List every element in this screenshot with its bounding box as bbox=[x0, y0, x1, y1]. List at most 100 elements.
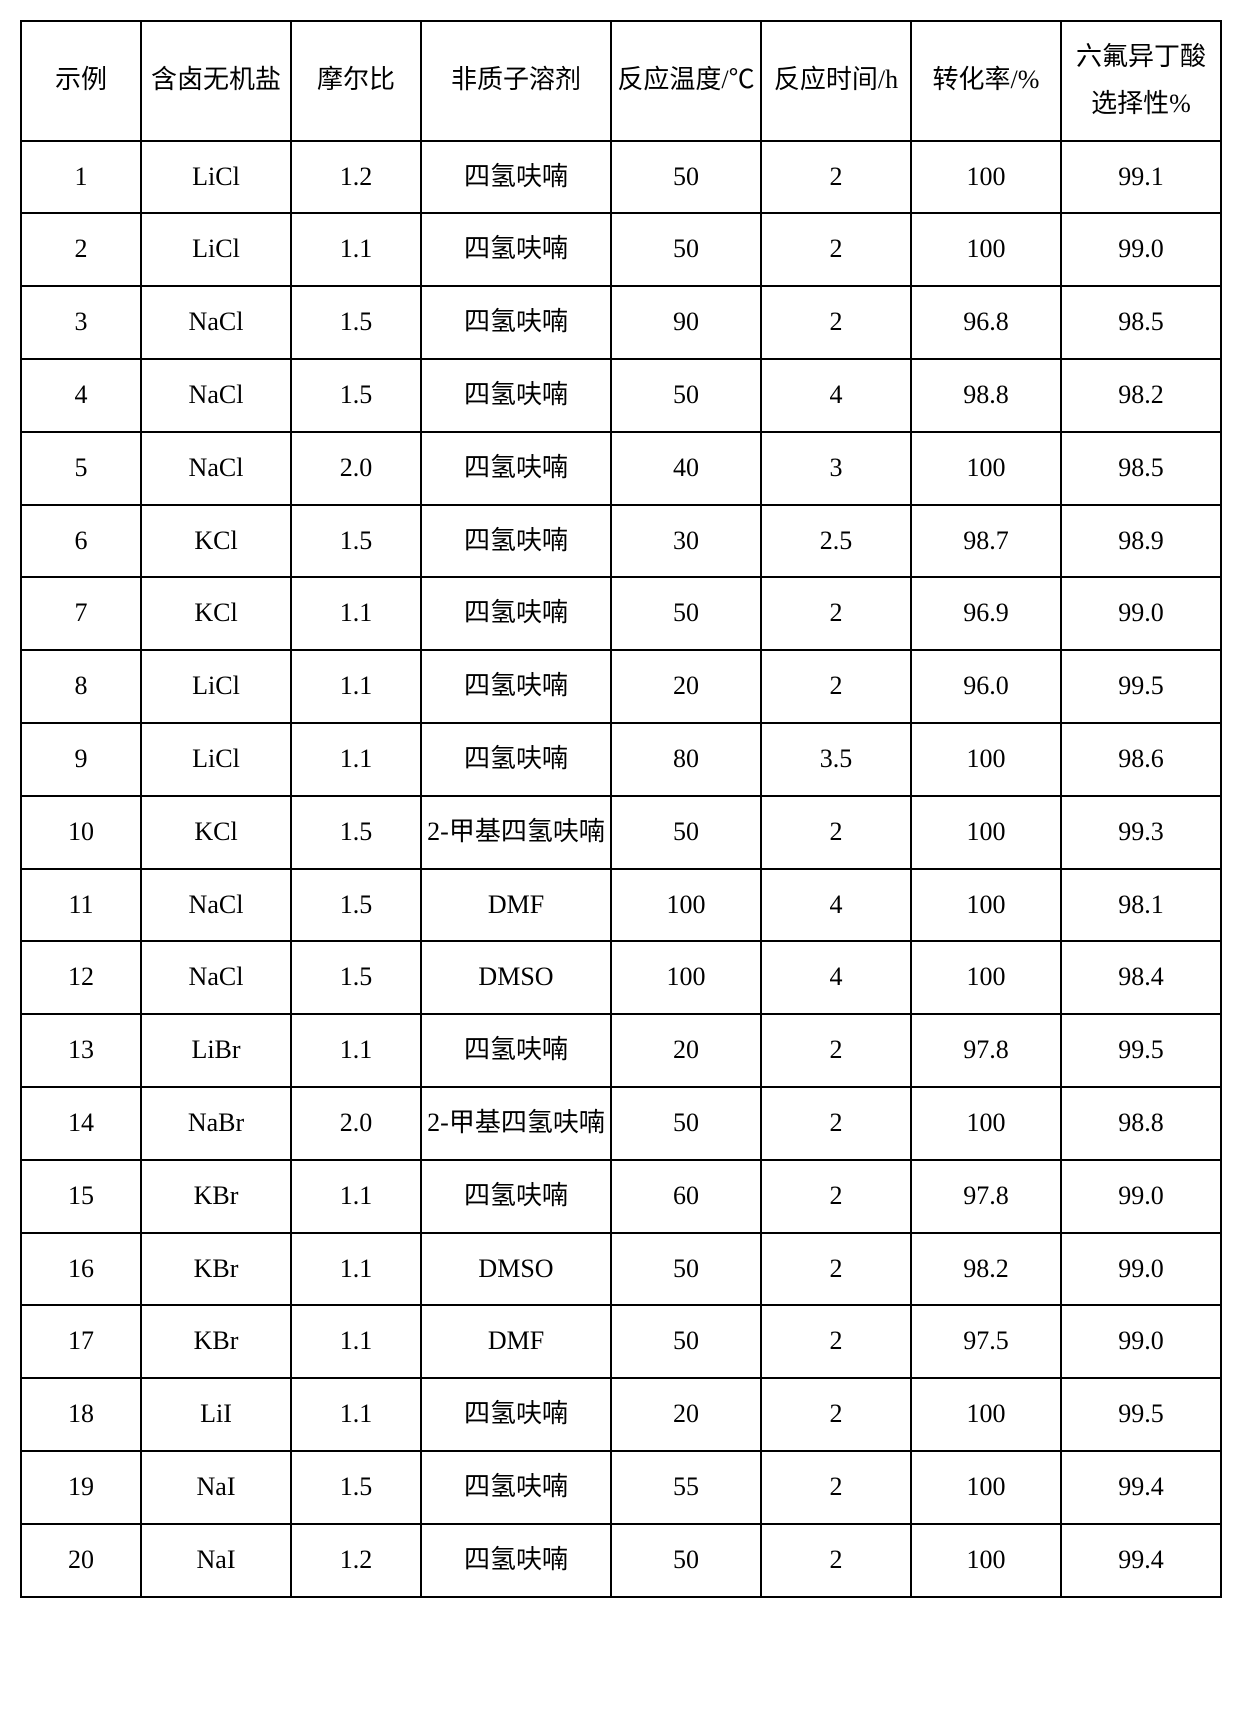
table-cell: 四氢呋喃 bbox=[421, 141, 611, 214]
table-cell: LiCl bbox=[141, 650, 291, 723]
table-cell: 1.5 bbox=[291, 359, 421, 432]
table-cell: LiI bbox=[141, 1378, 291, 1451]
table-row: 8LiCl1.1四氢呋喃20296.099.5 bbox=[21, 650, 1221, 723]
table-cell: 1.1 bbox=[291, 723, 421, 796]
table-cell: 1.5 bbox=[291, 286, 421, 359]
table-cell: 1.1 bbox=[291, 1160, 421, 1233]
table-cell: KCl bbox=[141, 796, 291, 869]
table-cell: 99.3 bbox=[1061, 796, 1221, 869]
table-cell: 100 bbox=[911, 432, 1061, 505]
table-head: 示例 含卤无机盐 摩尔比 非质子溶剂 反应温度/℃ 反应时间/h 转化率/% 六… bbox=[21, 21, 1221, 141]
table-cell: 2 bbox=[761, 141, 911, 214]
table-row: 11NaCl1.5DMF100410098.1 bbox=[21, 869, 1221, 942]
table-row: 9LiCl1.1四氢呋喃803.510098.6 bbox=[21, 723, 1221, 796]
table-cell: 100 bbox=[911, 1378, 1061, 1451]
table-cell: 1.5 bbox=[291, 796, 421, 869]
table-cell: 17 bbox=[21, 1305, 141, 1378]
table-cell: 2 bbox=[761, 1014, 911, 1087]
table-cell: 2 bbox=[761, 650, 911, 723]
table-cell: NaI bbox=[141, 1524, 291, 1597]
table-cell: 20 bbox=[611, 650, 761, 723]
table-cell: NaCl bbox=[141, 359, 291, 432]
table-cell: 98.8 bbox=[911, 359, 1061, 432]
table-cell: 四氢呋喃 bbox=[421, 359, 611, 432]
table-cell: 99.0 bbox=[1061, 213, 1221, 286]
table-cell: 18 bbox=[21, 1378, 141, 1451]
table-cell: 四氢呋喃 bbox=[421, 577, 611, 650]
table-cell: NaCl bbox=[141, 286, 291, 359]
table-cell: 2 bbox=[761, 286, 911, 359]
table-cell: 4 bbox=[21, 359, 141, 432]
table-cell: 5 bbox=[21, 432, 141, 505]
table-cell: 2 bbox=[761, 1451, 911, 1524]
table-cell: 2 bbox=[761, 1524, 911, 1597]
table-row: 14NaBr2.02-甲基四氢呋喃50210098.8 bbox=[21, 1087, 1221, 1160]
table-cell: 99.5 bbox=[1061, 1378, 1221, 1451]
table-cell: 2 bbox=[761, 577, 911, 650]
table-cell: 10 bbox=[21, 796, 141, 869]
table-cell: 四氢呋喃 bbox=[421, 432, 611, 505]
table-cell: 55 bbox=[611, 1451, 761, 1524]
table-cell: 1 bbox=[21, 141, 141, 214]
table-cell: 2.0 bbox=[291, 1087, 421, 1160]
header-salt: 含卤无机盐 bbox=[141, 21, 291, 141]
table-cell: 99.0 bbox=[1061, 1160, 1221, 1233]
table-cell: 2-甲基四氢呋喃 bbox=[421, 796, 611, 869]
table-cell: 50 bbox=[611, 141, 761, 214]
table-row: 19NaI1.5四氢呋喃55210099.4 bbox=[21, 1451, 1221, 1524]
table-row: 4NaCl1.5四氢呋喃50498.898.2 bbox=[21, 359, 1221, 432]
table-row: 16KBr1.1DMSO50298.299.0 bbox=[21, 1233, 1221, 1306]
table-cell: 100 bbox=[911, 1087, 1061, 1160]
table-cell: 19 bbox=[21, 1451, 141, 1524]
table-cell: 2 bbox=[761, 1233, 911, 1306]
table-cell: 2 bbox=[761, 1087, 911, 1160]
table-cell: KCl bbox=[141, 505, 291, 578]
table-cell: 四氢呋喃 bbox=[421, 1160, 611, 1233]
table-cell: NaBr bbox=[141, 1087, 291, 1160]
table-cell: 3 bbox=[761, 432, 911, 505]
table-cell: 100 bbox=[911, 796, 1061, 869]
table-cell: 50 bbox=[611, 796, 761, 869]
table-cell: LiBr bbox=[141, 1014, 291, 1087]
table-cell: 四氢呋喃 bbox=[421, 286, 611, 359]
table-cell: 97.8 bbox=[911, 1160, 1061, 1233]
table-cell: 7 bbox=[21, 577, 141, 650]
header-row: 示例 含卤无机盐 摩尔比 非质子溶剂 反应温度/℃ 反应时间/h 转化率/% 六… bbox=[21, 21, 1221, 141]
table-cell: 2 bbox=[21, 213, 141, 286]
table-cell: 100 bbox=[911, 723, 1061, 796]
table-cell: 100 bbox=[911, 941, 1061, 1014]
table-cell: 2 bbox=[761, 213, 911, 286]
table-cell: 1.1 bbox=[291, 213, 421, 286]
table-cell: 98.1 bbox=[1061, 869, 1221, 942]
table-cell: 30 bbox=[611, 505, 761, 578]
table-cell: 2-甲基四氢呋喃 bbox=[421, 1087, 611, 1160]
table-cell: 8 bbox=[21, 650, 141, 723]
table-cell: 97.8 bbox=[911, 1014, 1061, 1087]
table-cell: 98.5 bbox=[1061, 432, 1221, 505]
table-cell: 2 bbox=[761, 1160, 911, 1233]
table-cell: 四氢呋喃 bbox=[421, 1451, 611, 1524]
table-cell: 6 bbox=[21, 505, 141, 578]
table-cell: 90 bbox=[611, 286, 761, 359]
table-row: 12NaCl1.5DMSO100410098.4 bbox=[21, 941, 1221, 1014]
table-cell: 四氢呋喃 bbox=[421, 505, 611, 578]
table-row: 3NaCl1.5四氢呋喃90296.898.5 bbox=[21, 286, 1221, 359]
table-cell: 98.7 bbox=[911, 505, 1061, 578]
table-cell: 96.0 bbox=[911, 650, 1061, 723]
table-cell: 12 bbox=[21, 941, 141, 1014]
table-cell: 1.1 bbox=[291, 1305, 421, 1378]
table-cell: NaCl bbox=[141, 941, 291, 1014]
table-cell: 98.4 bbox=[1061, 941, 1221, 1014]
table-cell: 四氢呋喃 bbox=[421, 1378, 611, 1451]
table-cell: 2 bbox=[761, 1305, 911, 1378]
table-cell: 1.1 bbox=[291, 577, 421, 650]
table-cell: 4 bbox=[761, 869, 911, 942]
table-cell: KBr bbox=[141, 1233, 291, 1306]
table-cell: 20 bbox=[21, 1524, 141, 1597]
table-cell: 100 bbox=[911, 141, 1061, 214]
table-cell: 99.1 bbox=[1061, 141, 1221, 214]
table-cell: 98.9 bbox=[1061, 505, 1221, 578]
table-cell: 4 bbox=[761, 359, 911, 432]
table-cell: 1.1 bbox=[291, 1378, 421, 1451]
table-cell: 50 bbox=[611, 1087, 761, 1160]
